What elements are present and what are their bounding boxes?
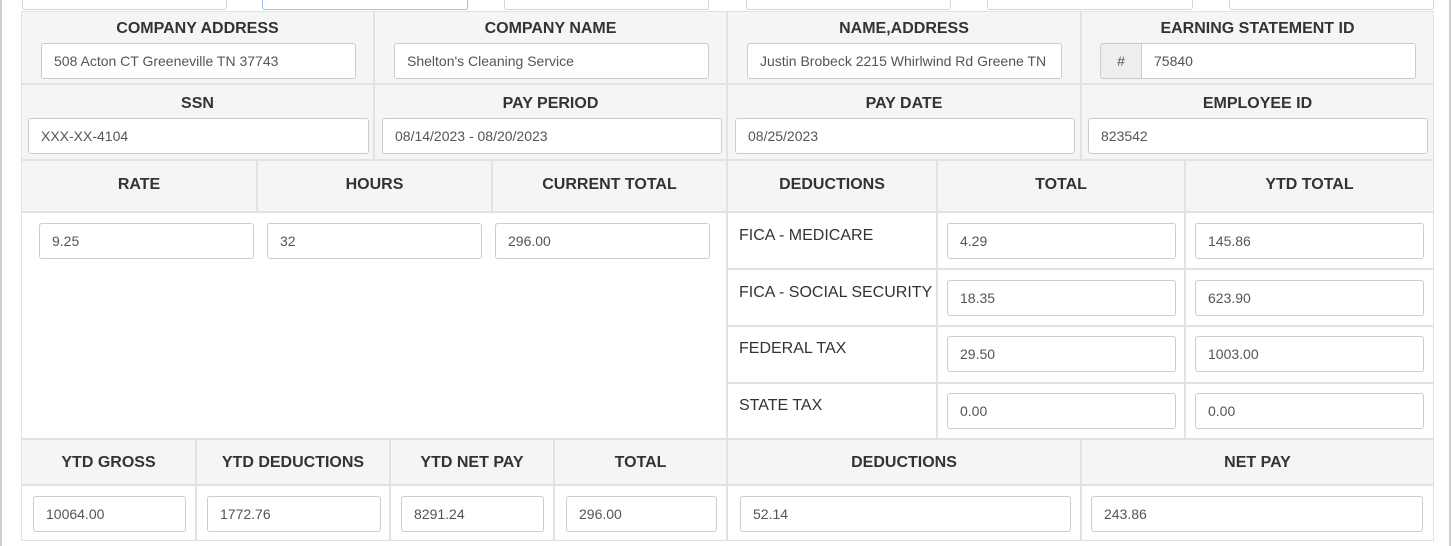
net-pay-cell: 243.86: [1081, 485, 1434, 541]
rate-header: RATE: [117, 176, 161, 193]
ytd-total-header: YTD TOTAL: [1265, 176, 1354, 193]
name-address-label: NAME,ADDRESS: [839, 20, 969, 37]
current-total-header: CURRENT TOTAL: [542, 176, 677, 193]
ytd-deductions-header-cell: YTD DEDUCTIONS: [196, 439, 390, 485]
name-address-cell: NAME,ADDRESS Justin Brobeck 2215 Whirlwi…: [727, 11, 1081, 84]
deductions-header: DEDUCTIONS: [779, 176, 885, 193]
top-input-5[interactable]: [987, 0, 1193, 10]
summary-deductions-header: DEDUCTIONS: [851, 454, 957, 471]
ytd-gross-input[interactable]: 10064.00: [33, 496, 186, 532]
earning-statement-id-input[interactable]: 75840: [1141, 43, 1416, 79]
deduction-row: STATE TAX: [727, 383, 937, 439]
hours-header: HOURS: [345, 176, 404, 193]
deduction-row: FEDERAL TAX: [727, 326, 937, 383]
deduction-ytd-input[interactable]: 623.90: [1195, 280, 1424, 316]
summary-total-input[interactable]: 296.00: [566, 496, 717, 532]
name-address-input[interactable]: Justin Brobeck 2215 Whirlwind Rd Greene …: [747, 43, 1062, 79]
earning-statement-id-cell: EARNING STATEMENT ID # 75840: [1081, 11, 1434, 84]
ytd-total-header-cell: YTD TOTAL: [1185, 160, 1434, 212]
pay-date-label: PAY DATE: [865, 95, 943, 112]
top-input-1[interactable]: [22, 0, 227, 10]
deduction-total-input[interactable]: 29.50: [947, 336, 1176, 372]
summary-deductions-input[interactable]: 52.14: [740, 496, 1071, 532]
deduction-row: FICA - SOCIAL SECURITY: [727, 269, 937, 326]
employee-id-input[interactable]: 823542: [1088, 118, 1428, 154]
pay-period-input[interactable]: 08/14/2023 - 08/20/2023: [382, 118, 722, 154]
current-total-header-cell: CURRENT TOTAL: [492, 160, 727, 212]
deduction-ytd-cell: 145.86: [1185, 212, 1434, 269]
employee-id-label: EMPLOYEE ID: [1202, 95, 1313, 112]
ssn-cell: SSN XXX-XX-4104: [21, 84, 374, 160]
ytd-gross-header: YTD GROSS: [61, 454, 156, 471]
ytd-net-pay-cell: 8291.24: [390, 485, 554, 541]
ytd-deductions-cell: 1772.76: [196, 485, 390, 541]
company-name-input[interactable]: Shelton's Cleaning Service: [394, 43, 709, 79]
ytd-net-pay-header: YTD NET PAY: [420, 454, 524, 471]
company-address-label: COMPANY ADDRESS: [116, 20, 279, 37]
top-input-2[interactable]: [262, 0, 468, 10]
deduction-row: FICA - MEDICARE: [727, 212, 937, 269]
earning-statement-id-label: EARNING STATEMENT ID: [1160, 20, 1355, 37]
deduction-label: FICA - SOCIAL SECURITY: [739, 284, 933, 301]
pay-period-cell: PAY PERIOD 08/14/2023 - 08/20/2023: [374, 84, 727, 160]
net-pay-header: NET PAY: [1224, 454, 1291, 471]
ytd-deductions-header: YTD DEDUCTIONS: [221, 454, 365, 471]
company-address-cell: COMPANY ADDRESS 508 Acton CT Greeneville…: [21, 11, 374, 84]
deduction-ytd-cell: 0.00: [1185, 383, 1434, 439]
earnings-body: 9.25 32 296.00: [21, 212, 727, 439]
deduction-label: STATE TAX: [739, 397, 823, 414]
deductions-header-cell: DEDUCTIONS: [727, 160, 937, 212]
deductions-total-header: TOTAL: [1035, 176, 1087, 193]
deduction-ytd-input[interactable]: 1003.00: [1195, 336, 1424, 372]
ssn-input[interactable]: XXX-XX-4104: [28, 118, 369, 154]
rate-header-cell: RATE: [21, 160, 257, 212]
deduction-total-cell: 29.50: [937, 326, 1185, 383]
rate-input[interactable]: 9.25: [39, 223, 254, 259]
deduction-total-cell: 0.00: [937, 383, 1185, 439]
company-name-label: COMPANY NAME: [484, 20, 617, 37]
summary-deductions-cell: 52.14: [727, 485, 1081, 541]
ytd-deductions-input[interactable]: 1772.76: [207, 496, 381, 532]
summary-total-header-cell: TOTAL: [554, 439, 727, 485]
pay-date-cell: PAY DATE 08/25/2023: [727, 84, 1081, 160]
deduction-ytd-input[interactable]: 0.00: [1195, 393, 1424, 429]
deduction-total-input[interactable]: 0.00: [947, 393, 1176, 429]
company-address-input[interactable]: 508 Acton CT Greeneville TN 37743: [41, 43, 356, 79]
deduction-label: FEDERAL TAX: [739, 340, 847, 357]
pay-period-label: PAY PERIOD: [502, 95, 599, 112]
pay-date-input[interactable]: 08/25/2023: [735, 118, 1075, 154]
ytd-net-pay-input[interactable]: 8291.24: [401, 496, 544, 532]
summary-total-header: TOTAL: [614, 454, 667, 471]
summary-deductions-header-cell: DEDUCTIONS: [727, 439, 1081, 485]
ytd-net-pay-header-cell: YTD NET PAY: [390, 439, 554, 485]
top-input-4[interactable]: [746, 0, 951, 10]
top-input-3[interactable]: [504, 0, 709, 10]
summary-total-cell: 296.00: [554, 485, 727, 541]
deduction-ytd-cell: 1003.00: [1185, 326, 1434, 383]
ssn-label: SSN: [181, 95, 214, 112]
employee-id-cell: EMPLOYEE ID 823542: [1081, 84, 1434, 160]
hours-header-cell: HOURS: [257, 160, 492, 212]
company-name-cell: COMPANY NAME Shelton's Cleaning Service: [374, 11, 727, 84]
deduction-total-input[interactable]: 4.29: [947, 223, 1176, 259]
deduction-ytd-cell: 623.90: [1185, 269, 1434, 326]
ytd-gross-header-cell: YTD GROSS: [21, 439, 196, 485]
deduction-total-cell: 18.35: [937, 269, 1185, 326]
ytd-gross-cell: 10064.00: [21, 485, 196, 541]
deduction-ytd-input[interactable]: 145.86: [1195, 223, 1424, 259]
deduction-label: FICA - MEDICARE: [739, 227, 874, 244]
deduction-total-input[interactable]: 18.35: [947, 280, 1176, 316]
net-pay-header-cell: NET PAY: [1081, 439, 1434, 485]
net-pay-input[interactable]: 243.86: [1091, 496, 1423, 532]
current-total-input[interactable]: 296.00: [495, 223, 710, 259]
top-input-6[interactable]: [1229, 0, 1434, 10]
deduction-total-cell: 4.29: [937, 212, 1185, 269]
deductions-total-header-cell: TOTAL: [937, 160, 1185, 212]
hash-prefix-addon: #: [1100, 43, 1142, 79]
hours-input[interactable]: 32: [267, 223, 482, 259]
